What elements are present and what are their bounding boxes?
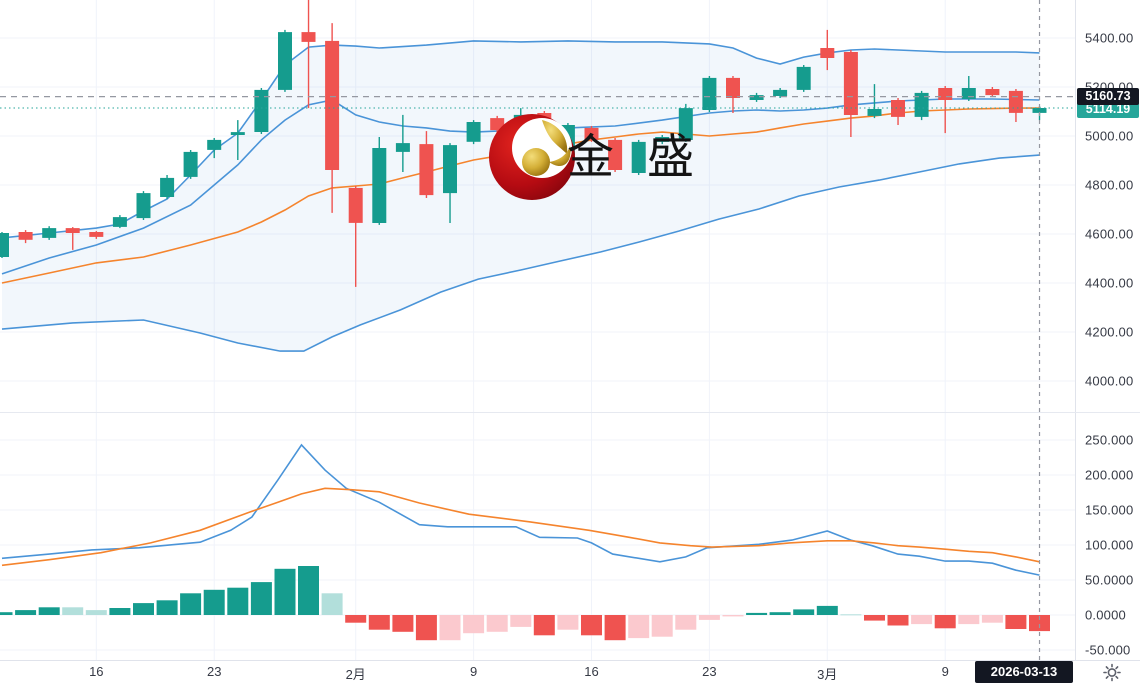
time-tick-label: 3月 <box>817 667 838 682</box>
time-axis[interactable]: 16 23 2月 9 16 23 3月 9 <box>0 660 1140 684</box>
ma-line <box>1 107 1040 284</box>
price-tick-label: 4800.00 <box>1085 177 1134 193</box>
price-tick-label: 4400.00 <box>1085 275 1134 291</box>
price-axis-border <box>1075 0 1076 684</box>
indicator-tick-label: 100.000 <box>1085 537 1134 553</box>
price-tick-label: 5000.00 <box>1085 128 1134 144</box>
time-tick-label: 16 <box>584 664 599 679</box>
indicator-tick-label: 0.0000 <box>1085 607 1126 623</box>
crosshair-price-badge: 5160.73 <box>1077 88 1139 106</box>
time-tick-label: 23 <box>206 664 222 679</box>
price-tick-label: 4200.00 <box>1085 324 1134 340</box>
settings-icon[interactable] <box>1098 663 1126 682</box>
macd-slow-line <box>1 487 1040 567</box>
price-tick-label: 5400.00 <box>1085 30 1134 46</box>
indicator-tick-label: -50.000 <box>1085 642 1131 658</box>
crosshair-date-badge: 2026-03-13 <box>975 661 1073 683</box>
pane-separator[interactable] <box>0 412 1140 413</box>
time-tick-label: 2月 <box>345 667 366 682</box>
time-tick-label: 23 <box>702 664 717 679</box>
macd-fast-line <box>1 443 1040 576</box>
bollinger-lower-line <box>1 154 1040 352</box>
time-tick-label: 9 <box>941 664 949 679</box>
indicator-tick-label: 150.000 <box>1085 502 1134 518</box>
bollinger-upper-line <box>1 40 1040 239</box>
indicator-tick-label: 50.0000 <box>1085 572 1134 588</box>
time-tick-label: 16 <box>89 664 104 679</box>
time-tick-label: 9 <box>469 664 478 679</box>
price-tick-label: 4000.00 <box>1085 373 1134 389</box>
macd-histogram-layer <box>0 566 1050 641</box>
indicator-tick-label: 250.000 <box>1085 432 1134 448</box>
price-tick-label: 4600.00 <box>1085 226 1134 242</box>
indicator-tick-label: 200.000 <box>1085 467 1134 483</box>
chart-plot-area[interactable] <box>0 0 1075 660</box>
last-price-badge: 5114.19 <box>1077 101 1139 119</box>
